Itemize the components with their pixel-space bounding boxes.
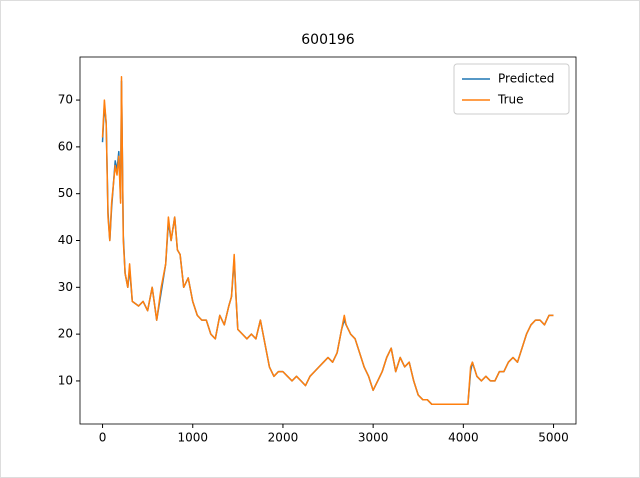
y-tick-label: 20 [58, 327, 73, 341]
y-tick-label: 60 [58, 139, 73, 153]
legend-box [453, 63, 570, 115]
x-tick-label: 3000 [358, 431, 389, 445]
y-tick-label: 10 [58, 373, 73, 387]
chart-title: 600196 [301, 32, 355, 48]
x-tick-label: 1000 [177, 431, 208, 445]
x-tick-label: 4000 [448, 431, 479, 445]
x-tick-label: 2000 [268, 431, 299, 445]
y-tick-label: 30 [58, 280, 73, 294]
data-line [101, 75, 554, 406]
legend-label: Predicted [498, 72, 554, 86]
y-tick-label: 40 [58, 233, 73, 247]
axes-frame [79, 56, 577, 425]
x-tick-label: 5000 [538, 431, 569, 445]
x-tick-label: 0 [99, 431, 107, 445]
y-tick-label: 70 [58, 93, 73, 107]
legend-label: True [497, 93, 524, 107]
y-tick-label: 50 [58, 186, 73, 200]
